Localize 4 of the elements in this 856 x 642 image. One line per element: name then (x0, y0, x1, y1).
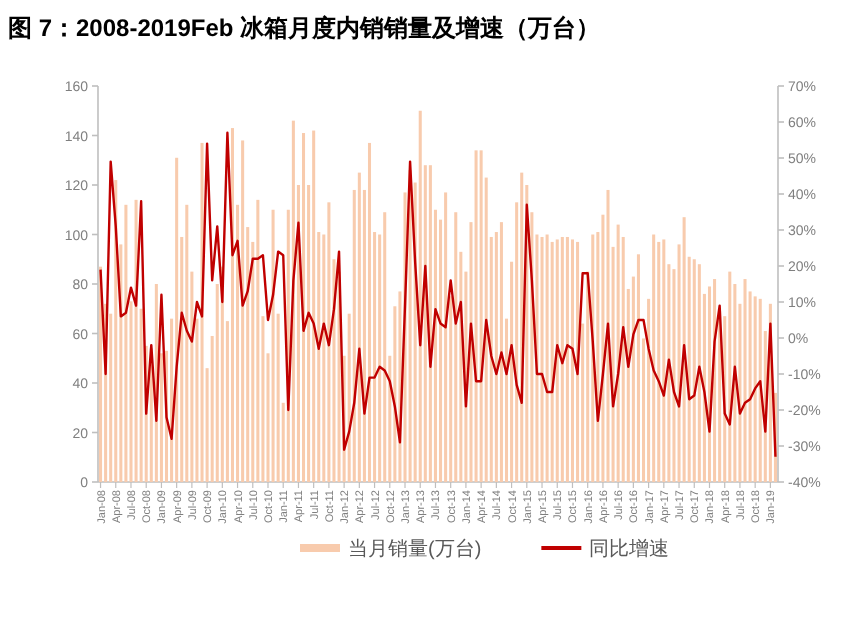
line-series (99, 131, 777, 458)
legend-label: 同比增速 (589, 537, 670, 561)
chart-title: 图 7：2008-2019Feb 冰箱月度内销销量及增速（万台） (8, 14, 601, 42)
legend-label: 当月销量(万台) (348, 537, 482, 561)
